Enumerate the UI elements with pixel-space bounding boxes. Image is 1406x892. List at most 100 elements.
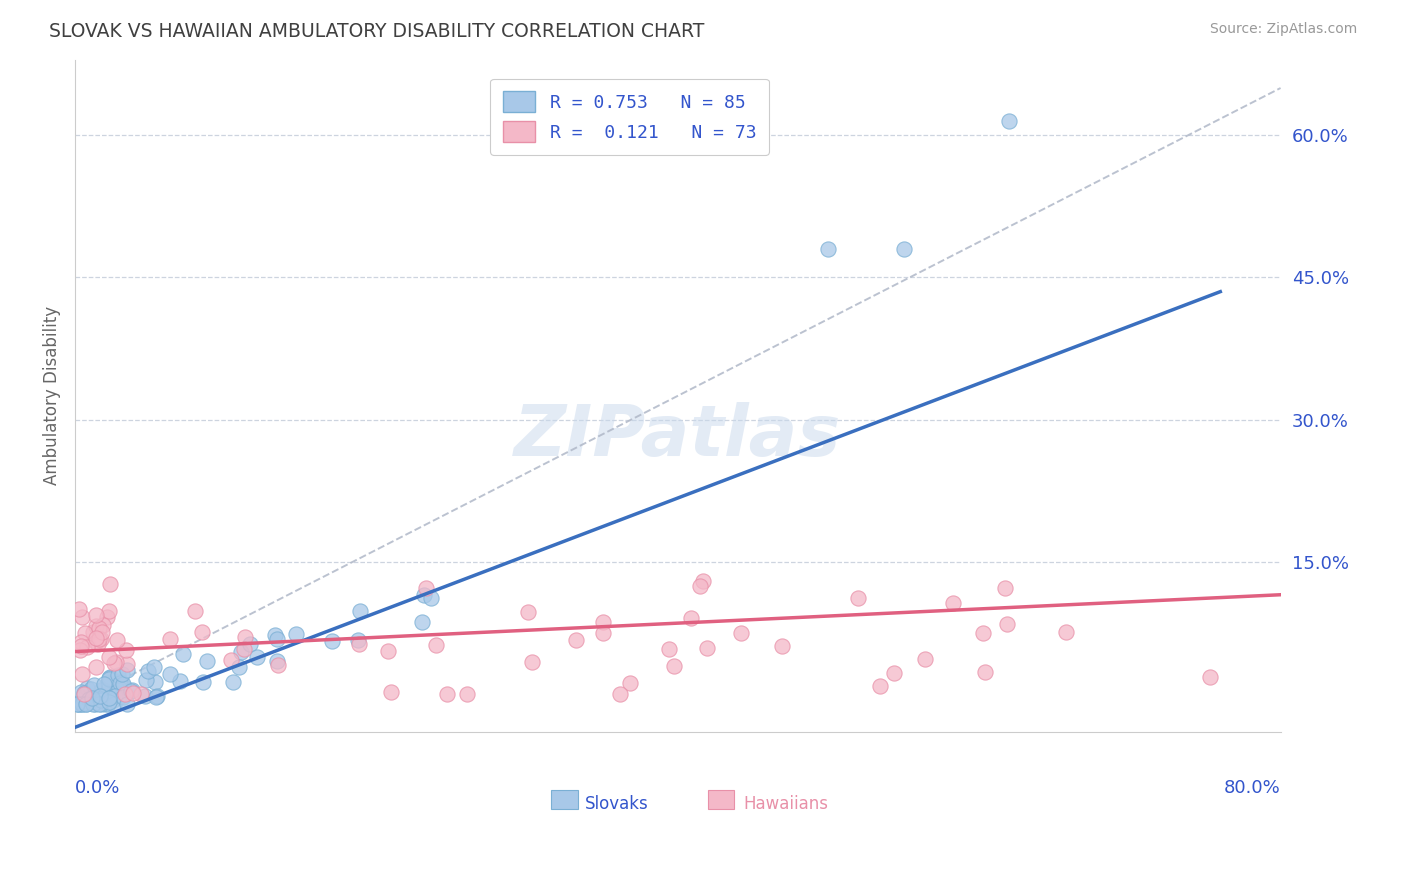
- Text: 80.0%: 80.0%: [1223, 779, 1281, 797]
- Point: [107, 674, 129, 689]
- Point: [96, 610, 118, 624]
- Point: [914, 651, 936, 665]
- Point: [67, 697, 90, 711]
- Point: [86, 637, 108, 651]
- Point: [619, 676, 641, 690]
- Point: [994, 581, 1017, 595]
- Point: [266, 654, 288, 668]
- Point: [520, 655, 543, 669]
- Point: [972, 626, 994, 640]
- Point: [998, 114, 1021, 128]
- Point: [191, 675, 214, 690]
- Point: [266, 632, 288, 646]
- Point: [82, 690, 104, 705]
- Point: [97, 650, 120, 665]
- Point: [107, 668, 129, 682]
- Point: [67, 602, 90, 616]
- FancyBboxPatch shape: [709, 790, 734, 809]
- Point: [134, 690, 156, 704]
- Point: [730, 625, 752, 640]
- Point: [349, 637, 371, 651]
- Point: [592, 625, 614, 640]
- Point: [770, 640, 793, 654]
- Point: [592, 615, 614, 630]
- Point: [146, 689, 169, 703]
- Point: [121, 682, 143, 697]
- Point: [689, 579, 711, 593]
- Point: [941, 596, 963, 610]
- Point: [112, 677, 135, 691]
- Point: [110, 675, 132, 690]
- Point: [145, 690, 167, 705]
- Point: [83, 678, 105, 692]
- Point: [696, 640, 718, 655]
- Point: [93, 683, 115, 698]
- Point: [681, 610, 703, 624]
- Point: [664, 659, 686, 673]
- Point: [101, 685, 124, 699]
- Text: Source: ZipAtlas.com: Source: ZipAtlas.com: [1209, 22, 1357, 37]
- Point: [1198, 670, 1220, 684]
- Point: [87, 621, 110, 635]
- Point: [98, 670, 121, 684]
- Point: [76, 640, 98, 655]
- Point: [436, 687, 458, 701]
- Point: [72, 609, 94, 624]
- Point: [79, 692, 101, 706]
- Point: [93, 688, 115, 702]
- Point: [184, 604, 207, 618]
- Point: [73, 686, 96, 700]
- Point: [70, 697, 93, 711]
- Point: [122, 686, 145, 700]
- Text: 0.0%: 0.0%: [75, 779, 121, 797]
- Point: [143, 660, 166, 674]
- Point: [159, 632, 181, 646]
- Point: [103, 693, 125, 707]
- Point: [190, 624, 212, 639]
- Point: [114, 687, 136, 701]
- Point: [346, 633, 368, 648]
- Point: [135, 673, 157, 687]
- Point: [111, 666, 134, 681]
- Point: [75, 688, 97, 702]
- Legend: R = 0.753   N = 85, R =  0.121   N = 73: R = 0.753 N = 85, R = 0.121 N = 73: [491, 78, 769, 154]
- Point: [609, 687, 631, 701]
- Point: [75, 626, 97, 640]
- Point: [70, 697, 93, 711]
- FancyBboxPatch shape: [551, 790, 578, 809]
- Point: [82, 697, 104, 711]
- Point: [84, 631, 107, 645]
- Point: [380, 685, 402, 699]
- Point: [973, 665, 995, 679]
- Point: [98, 690, 121, 705]
- Point: [415, 581, 437, 595]
- Point: [228, 659, 250, 673]
- Point: [115, 663, 138, 677]
- Point: [108, 690, 131, 704]
- Point: [869, 679, 891, 693]
- Point: [104, 689, 127, 703]
- Point: [97, 697, 120, 711]
- Point: [846, 591, 869, 606]
- Point: [67, 697, 90, 711]
- Point: [425, 638, 447, 652]
- Y-axis label: Ambulatory Disability: Ambulatory Disability: [44, 306, 60, 485]
- Point: [93, 617, 115, 632]
- Point: [143, 674, 166, 689]
- Point: [246, 649, 269, 664]
- Point: [70, 634, 93, 648]
- Point: [411, 615, 433, 630]
- Point: [267, 657, 290, 672]
- Point: [80, 681, 103, 696]
- Point: [136, 665, 159, 679]
- Point: [995, 616, 1018, 631]
- Point: [97, 695, 120, 709]
- Point: [456, 687, 478, 701]
- Point: [90, 682, 112, 697]
- Point: [84, 660, 107, 674]
- Point: [70, 666, 93, 681]
- Point: [84, 635, 107, 649]
- Point: [129, 687, 152, 701]
- Point: [103, 656, 125, 670]
- Point: [222, 674, 245, 689]
